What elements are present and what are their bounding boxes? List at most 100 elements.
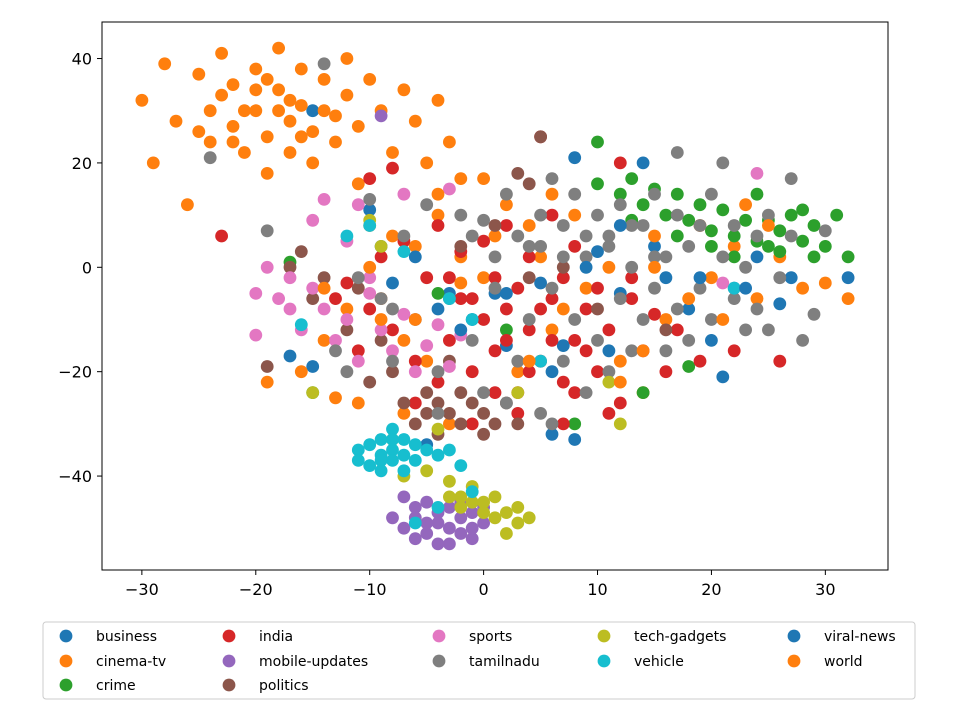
point-tech-gadgets <box>431 422 445 436</box>
point-sports <box>260 260 274 274</box>
plot-frame <box>101 21 889 571</box>
point-vehicle <box>420 443 434 457</box>
point-crime <box>727 229 741 243</box>
point-tamilnadu <box>591 334 604 347</box>
point-tamilnadu <box>762 323 775 337</box>
point-sports <box>351 198 365 212</box>
point-sports <box>249 328 263 342</box>
point-politics <box>488 219 502 232</box>
point-world <box>636 344 650 358</box>
point-india <box>500 302 513 316</box>
point-mobile-updates <box>443 537 456 551</box>
point-politics <box>363 375 377 389</box>
point-tech-gadgets <box>613 417 627 431</box>
point-crime <box>682 360 696 373</box>
point-politics <box>374 334 388 347</box>
point-world <box>454 276 468 290</box>
point-india <box>488 344 502 358</box>
point-cinema-tv <box>226 78 240 91</box>
point-world <box>522 354 536 368</box>
point-cinema-tv <box>260 73 274 86</box>
point-crime <box>796 203 809 217</box>
point-tamilnadu <box>750 302 764 316</box>
point-world <box>374 313 388 326</box>
point-cinema-tv <box>260 130 274 144</box>
point-politics <box>340 323 354 337</box>
point-world <box>762 219 775 232</box>
point-business <box>648 240 661 253</box>
legend-label: business <box>96 629 157 645</box>
point-india <box>340 276 354 290</box>
point-business <box>545 427 559 441</box>
point-cinema-tv <box>363 73 377 86</box>
point-india <box>386 323 399 337</box>
point-politics <box>454 417 468 431</box>
point-tamilnadu <box>807 307 821 321</box>
point-business <box>682 302 696 316</box>
point-india <box>420 271 434 285</box>
point-sports <box>397 307 411 321</box>
point-tamilnadu <box>670 302 684 316</box>
point-cinema-tv <box>351 120 365 133</box>
point-cinema-tv <box>340 52 354 65</box>
point-vehicle <box>534 354 547 368</box>
point-vehicle <box>363 219 377 232</box>
series-india <box>215 130 787 431</box>
point-business <box>773 297 787 311</box>
point-tamilnadu <box>511 354 525 368</box>
point-politics <box>408 417 422 431</box>
point-sports <box>363 271 377 285</box>
point-tamilnadu <box>773 271 787 285</box>
point-viral-news <box>408 250 422 264</box>
legend-marker <box>787 629 801 643</box>
point-cinema-tv <box>477 271 490 285</box>
point-cinema-tv <box>340 88 354 102</box>
legend-label: sports <box>469 629 512 645</box>
point-politics <box>511 417 525 431</box>
point-vehicle <box>465 313 479 326</box>
legend-item-vehicle: vehicle <box>597 654 684 670</box>
point-india <box>465 292 479 305</box>
x-tick-label: 20 <box>701 580 721 599</box>
point-india <box>522 250 536 264</box>
point-cinema-tv <box>727 240 741 253</box>
point-cinema-tv <box>317 104 331 118</box>
point-viral-news <box>454 323 468 337</box>
point-business <box>659 271 673 285</box>
point-crime <box>693 198 707 212</box>
point-vehicle <box>363 438 377 452</box>
point-mobile-updates <box>465 521 479 535</box>
point-india <box>477 234 490 248</box>
point-tamilnadu <box>625 219 639 232</box>
y-tick-label: 20 <box>72 154 92 173</box>
point-sports <box>386 344 399 358</box>
point-tamilnadu <box>351 271 365 285</box>
point-india <box>386 161 399 175</box>
point-mobile-updates <box>397 490 411 504</box>
point-mobile-updates <box>431 516 445 530</box>
point-crime <box>807 250 821 264</box>
point-crime <box>716 203 730 217</box>
point-cinema-tv <box>841 292 855 305</box>
point-india <box>465 365 479 379</box>
point-cinema-tv <box>488 229 502 243</box>
point-world <box>613 375 627 389</box>
point-mobile-updates <box>420 527 434 540</box>
point-viral-news <box>693 271 707 285</box>
point-india <box>454 292 468 305</box>
point-vehicle <box>294 318 308 332</box>
point-tamilnadu <box>670 146 684 159</box>
point-politics <box>522 177 536 191</box>
point-india <box>579 302 593 316</box>
point-tamilnadu <box>431 365 445 379</box>
point-sports <box>397 187 411 201</box>
point-cinema-tv <box>648 229 661 243</box>
point-crime <box>818 240 832 253</box>
point-politics <box>556 260 570 274</box>
point-business <box>591 245 604 258</box>
point-cinema-tv <box>283 114 297 128</box>
point-tech-gadgets <box>454 501 468 514</box>
point-cinema-tv <box>386 146 399 159</box>
point-world <box>716 313 730 326</box>
point-tamilnadu <box>636 219 650 232</box>
